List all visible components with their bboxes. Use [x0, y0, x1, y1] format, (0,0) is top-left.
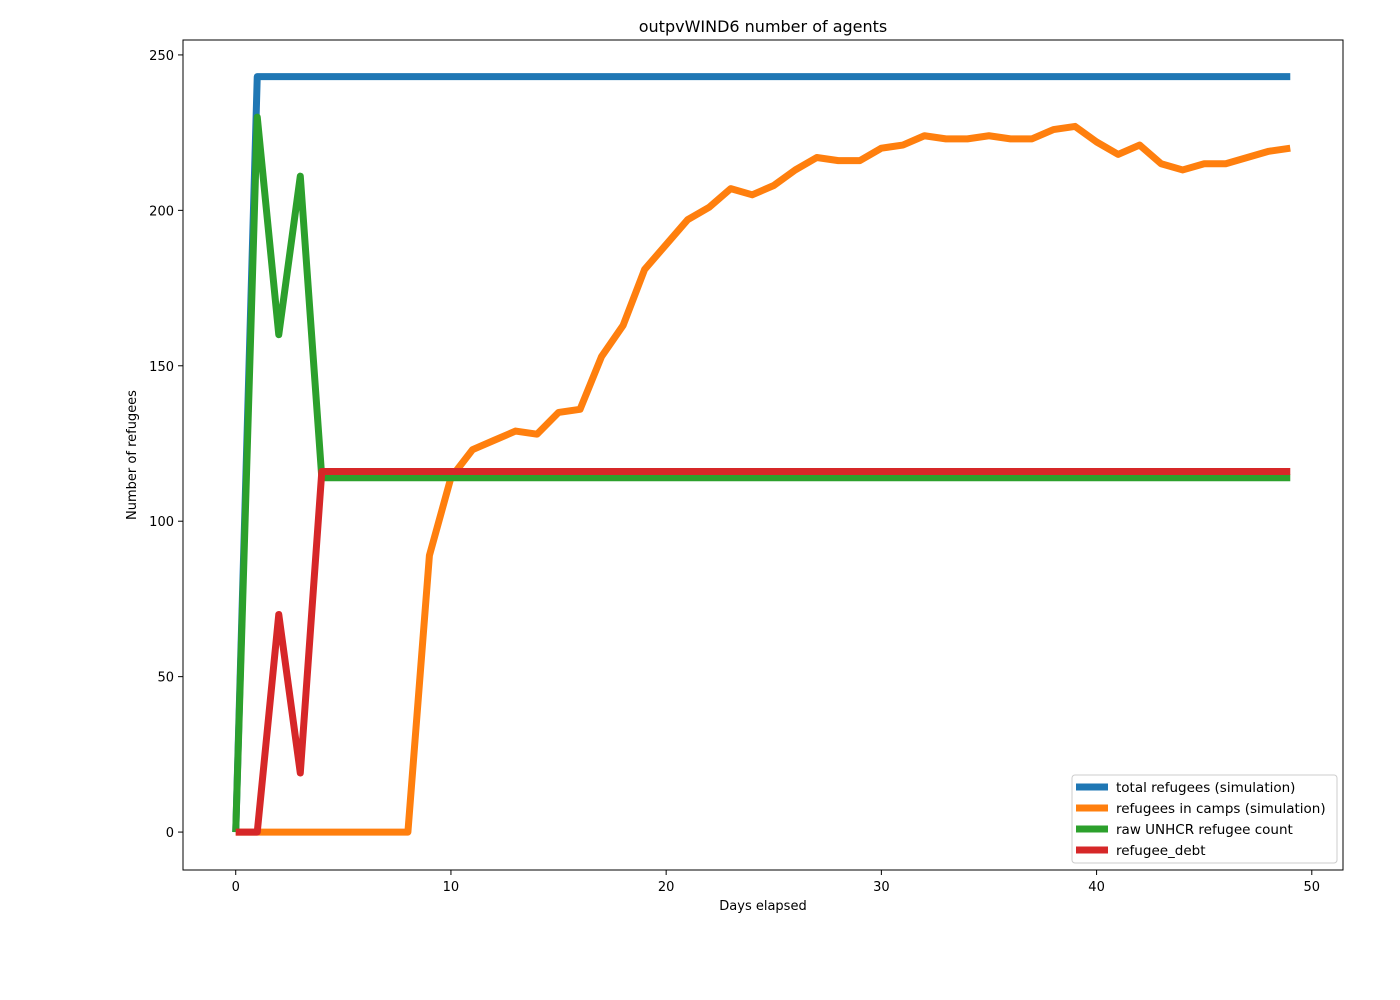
- legend: total refugees (simulation) refugees in c…: [1071, 774, 1338, 864]
- x-tick-label: 0: [232, 880, 240, 895]
- series-line-0: [232, 73, 1291, 833]
- y-axis: 0 50 100 150 200 250: [149, 49, 183, 841]
- y-axis-label: Number of refugees: [125, 390, 140, 520]
- x-tick-label: 40: [1088, 880, 1105, 895]
- chart-title: outpvWIND6 number of agents: [639, 17, 888, 36]
- x-tick-label: 50: [1304, 880, 1321, 895]
- x-axis: 0 10 20 30 40 50: [232, 870, 1320, 895]
- legend-label-1: refugees in camps (simulation): [1116, 801, 1326, 817]
- legend-label-0: total refugees (simulation): [1116, 780, 1295, 796]
- x-tick-label: 30: [873, 880, 890, 895]
- series-line-3: [235, 467, 1291, 836]
- y-tick-label: 50: [157, 671, 174, 686]
- x-tick-label: 20: [658, 880, 675, 895]
- legend-label-3: refugee_debt: [1116, 843, 1206, 859]
- y-tick-label: 0: [166, 826, 174, 841]
- series-line-1: [235, 122, 1291, 836]
- y-tick-label: 100: [149, 515, 174, 530]
- legend-box: [1071, 774, 1338, 864]
- series-line-2: [232, 113, 1291, 833]
- series-layer: [232, 73, 1291, 836]
- x-tick-label: 10: [443, 880, 460, 895]
- y-tick-label: 150: [149, 360, 174, 375]
- plot-area-frame: [182, 39, 1344, 871]
- y-tick-label: 200: [149, 204, 174, 219]
- y-tick-label: 250: [149, 49, 174, 64]
- x-axis-label: Days elapsed: [719, 899, 806, 914]
- legend-label-2: raw UNHCR refugee count: [1116, 822, 1293, 838]
